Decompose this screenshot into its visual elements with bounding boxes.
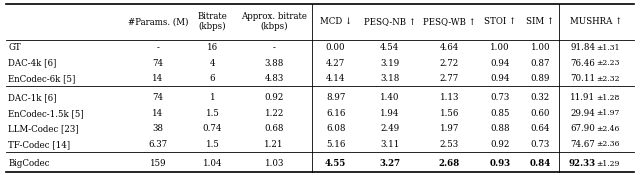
Text: ±2.32: ±2.32 [596, 75, 620, 82]
Text: 1.5: 1.5 [205, 109, 220, 118]
Text: 8.97: 8.97 [326, 93, 346, 102]
Text: 92.33: 92.33 [568, 159, 595, 168]
Text: 2.72: 2.72 [440, 59, 459, 68]
Text: 76.46: 76.46 [570, 59, 595, 68]
Text: 0.92: 0.92 [490, 140, 510, 149]
Text: #Params. (M): #Params. (M) [127, 17, 188, 26]
Text: 74: 74 [152, 59, 163, 68]
Text: 11.91: 11.91 [570, 93, 595, 102]
Text: 0.73: 0.73 [490, 93, 509, 102]
Text: 67.90: 67.90 [570, 124, 595, 133]
Text: 0.64: 0.64 [531, 124, 550, 133]
Text: 1.13: 1.13 [440, 93, 459, 102]
Text: ±1.28: ±1.28 [596, 94, 620, 102]
Text: GT: GT [8, 43, 21, 52]
Text: 6: 6 [210, 74, 215, 83]
Text: DAC-1k [6]: DAC-1k [6] [8, 93, 57, 102]
Text: 0.88: 0.88 [490, 124, 510, 133]
Text: 0.68: 0.68 [264, 124, 284, 133]
Text: 74: 74 [152, 93, 163, 102]
Text: 0.89: 0.89 [531, 74, 550, 83]
Text: 0.00: 0.00 [326, 43, 346, 52]
Text: ±1.31: ±1.31 [596, 44, 620, 52]
Text: 1.5: 1.5 [205, 140, 220, 149]
Text: 4.83: 4.83 [264, 74, 284, 83]
Text: 0.94: 0.94 [490, 59, 510, 68]
Text: 3.88: 3.88 [264, 59, 284, 68]
Text: 1.00: 1.00 [490, 43, 510, 52]
Text: 2.77: 2.77 [440, 74, 459, 83]
Text: ±2.23: ±2.23 [596, 59, 620, 67]
Text: LLM-Codec [23]: LLM-Codec [23] [8, 124, 79, 133]
Text: 0.60: 0.60 [531, 109, 550, 118]
Text: ±2.36: ±2.36 [596, 140, 620, 148]
Text: BigCodec: BigCodec [8, 159, 50, 168]
Text: 1: 1 [210, 93, 215, 102]
Text: 38: 38 [152, 124, 163, 133]
Text: 3.27: 3.27 [379, 159, 400, 168]
Text: 4.64: 4.64 [440, 43, 459, 52]
Text: PESQ-NB ↑: PESQ-NB ↑ [364, 17, 415, 26]
Text: 0.87: 0.87 [531, 59, 550, 68]
Text: 6.16: 6.16 [326, 109, 346, 118]
Text: 91.84: 91.84 [570, 43, 595, 52]
Text: 1.00: 1.00 [531, 43, 550, 52]
Text: 3.18: 3.18 [380, 74, 399, 83]
Text: 16: 16 [207, 43, 218, 52]
Text: 74.67: 74.67 [570, 140, 595, 149]
Text: EnCodec-6k [5]: EnCodec-6k [5] [8, 74, 76, 83]
Text: -: - [156, 43, 159, 52]
Text: 14: 14 [152, 109, 163, 118]
Text: 0.85: 0.85 [490, 109, 510, 118]
Text: PESQ-WB ↑: PESQ-WB ↑ [423, 17, 476, 26]
Text: 4.54: 4.54 [380, 43, 399, 52]
Text: DAC-4k [6]: DAC-4k [6] [8, 59, 57, 68]
Text: 2.68: 2.68 [438, 159, 460, 168]
Text: 1.56: 1.56 [440, 109, 459, 118]
Text: 1.21: 1.21 [264, 140, 284, 149]
Text: 0.32: 0.32 [531, 93, 550, 102]
Text: 0.73: 0.73 [531, 140, 550, 149]
Text: 1.97: 1.97 [440, 124, 459, 133]
Text: TF-Codec [14]: TF-Codec [14] [8, 140, 70, 149]
Text: Approx. bitrate
(kbps): Approx. bitrate (kbps) [241, 12, 307, 32]
Text: 1.40: 1.40 [380, 93, 399, 102]
Text: 3.11: 3.11 [380, 140, 399, 149]
Text: 2.53: 2.53 [440, 140, 459, 149]
Text: 2.49: 2.49 [380, 124, 399, 133]
Text: 4.55: 4.55 [325, 159, 346, 168]
Text: 70.11: 70.11 [570, 74, 595, 83]
Text: EnCodec-1.5k [5]: EnCodec-1.5k [5] [8, 109, 84, 118]
Text: 4.27: 4.27 [326, 59, 346, 68]
Text: ±2.46: ±2.46 [596, 125, 620, 133]
Text: ±1.29: ±1.29 [596, 160, 620, 168]
Text: 4: 4 [210, 59, 215, 68]
Text: 6.37: 6.37 [148, 140, 168, 149]
Text: 1.03: 1.03 [264, 159, 284, 168]
Text: 1.94: 1.94 [380, 109, 399, 118]
Text: 3.19: 3.19 [380, 59, 399, 68]
Text: 14: 14 [152, 74, 163, 83]
Text: 1.04: 1.04 [203, 159, 222, 168]
Text: 1.22: 1.22 [264, 109, 284, 118]
Text: SIM ↑: SIM ↑ [526, 17, 554, 26]
Text: 0.74: 0.74 [203, 124, 222, 133]
Text: MCD ↓: MCD ↓ [319, 17, 352, 26]
Text: 4.14: 4.14 [326, 74, 346, 83]
Text: 0.93: 0.93 [490, 159, 511, 168]
Text: 6.08: 6.08 [326, 124, 346, 133]
Text: 5.16: 5.16 [326, 140, 346, 149]
Text: -: - [273, 43, 276, 52]
Text: 0.92: 0.92 [264, 93, 284, 102]
Text: MUSHRA ↑: MUSHRA ↑ [570, 17, 623, 26]
Text: Bitrate
(kbps): Bitrate (kbps) [198, 12, 227, 32]
Text: ±1.97: ±1.97 [596, 109, 620, 117]
Text: 29.94: 29.94 [570, 109, 595, 118]
Text: 0.94: 0.94 [490, 74, 510, 83]
Text: STOI ↑: STOI ↑ [484, 17, 516, 26]
Text: 159: 159 [150, 159, 166, 168]
Text: 0.84: 0.84 [529, 159, 551, 168]
